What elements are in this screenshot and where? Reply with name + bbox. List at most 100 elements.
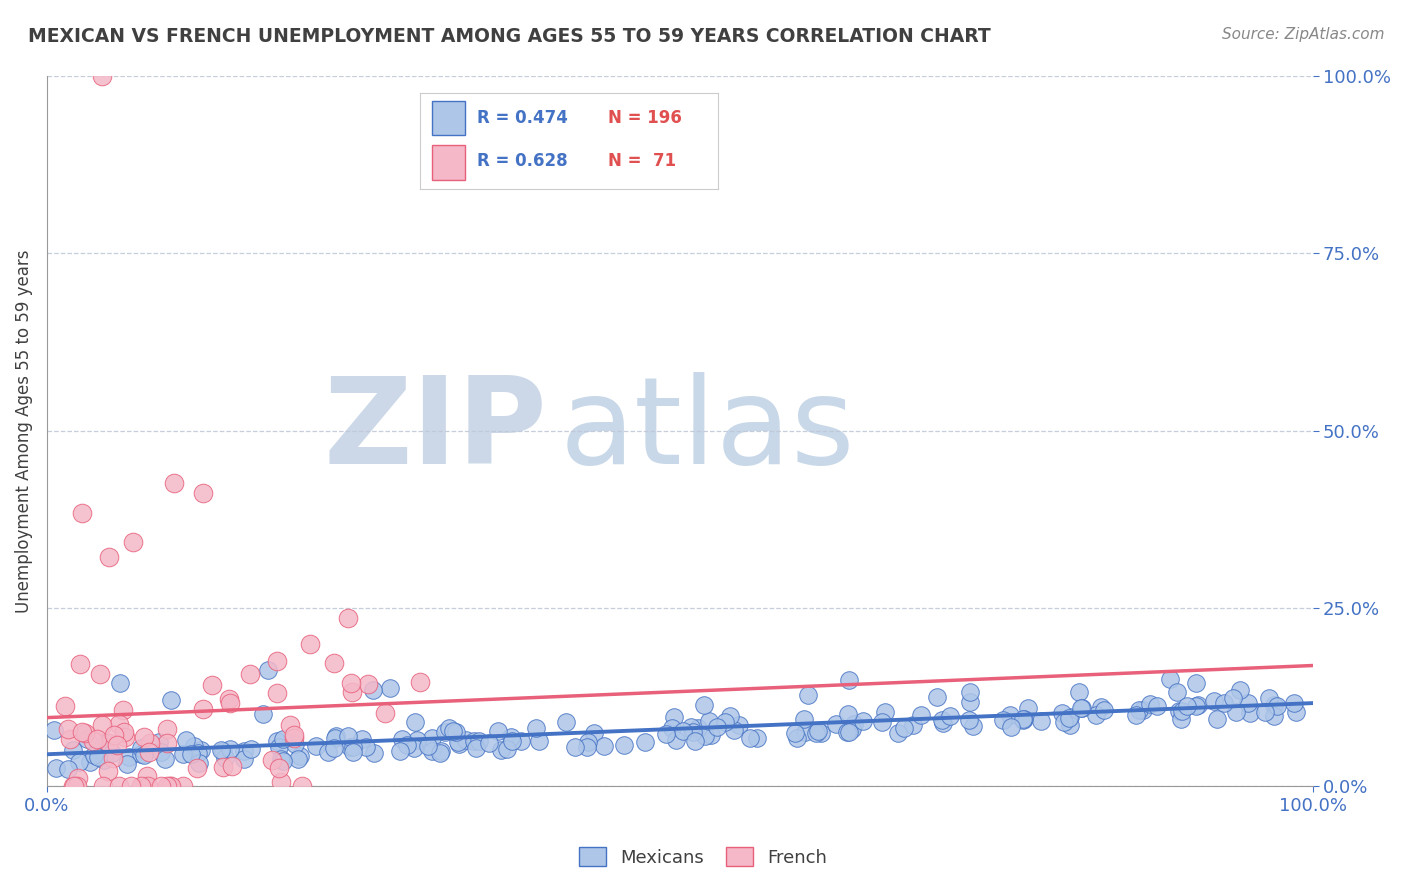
Point bbox=[1202, 694, 1225, 708]
Point bbox=[112, 725, 135, 739]
Point bbox=[149, 779, 172, 793]
Point bbox=[209, 743, 232, 757]
Point bbox=[252, 706, 274, 721]
Point bbox=[893, 721, 915, 735]
Point bbox=[304, 739, 326, 753]
Point bbox=[465, 741, 488, 756]
Point bbox=[420, 731, 443, 745]
Point bbox=[110, 676, 132, 690]
Point bbox=[103, 728, 125, 742]
Point bbox=[998, 707, 1021, 722]
Point bbox=[191, 702, 214, 716]
Point bbox=[1053, 714, 1076, 729]
Point bbox=[1265, 699, 1288, 714]
Point bbox=[706, 720, 728, 734]
Point bbox=[692, 698, 714, 712]
Point bbox=[405, 732, 427, 747]
Point bbox=[93, 753, 115, 767]
Point bbox=[70, 724, 93, 739]
Point bbox=[695, 729, 717, 743]
Point bbox=[1175, 699, 1198, 714]
Point bbox=[1059, 718, 1081, 732]
Point bbox=[62, 779, 84, 793]
Point bbox=[172, 747, 194, 762]
Point bbox=[187, 747, 209, 761]
Point bbox=[283, 728, 305, 742]
Point bbox=[86, 732, 108, 747]
Point bbox=[1084, 707, 1107, 722]
Point bbox=[159, 693, 181, 707]
Point bbox=[336, 729, 359, 743]
Point bbox=[288, 748, 311, 763]
Point bbox=[56, 722, 79, 736]
Point bbox=[738, 731, 761, 745]
Point bbox=[156, 722, 179, 736]
Point bbox=[59, 731, 82, 746]
Point bbox=[111, 703, 134, 717]
Point bbox=[959, 695, 981, 709]
Point bbox=[786, 731, 808, 745]
Point bbox=[221, 759, 243, 773]
Point bbox=[925, 690, 948, 705]
Point bbox=[163, 475, 186, 490]
Point bbox=[1170, 712, 1192, 726]
Point bbox=[870, 715, 893, 730]
Point bbox=[824, 717, 846, 731]
Point bbox=[1285, 705, 1308, 719]
Point bbox=[1012, 713, 1035, 727]
Point bbox=[447, 735, 470, 749]
Point bbox=[1263, 708, 1285, 723]
Point bbox=[91, 69, 114, 83]
Point bbox=[454, 733, 477, 747]
Point bbox=[122, 534, 145, 549]
Point bbox=[499, 730, 522, 744]
Point bbox=[1139, 697, 1161, 711]
Point bbox=[135, 769, 157, 783]
Point bbox=[156, 779, 179, 793]
Point bbox=[67, 772, 90, 786]
Point bbox=[564, 739, 586, 754]
Point bbox=[299, 637, 322, 651]
Point bbox=[233, 744, 256, 758]
Point bbox=[402, 740, 425, 755]
Point bbox=[1071, 701, 1094, 715]
Point bbox=[1171, 704, 1194, 718]
Point bbox=[463, 734, 485, 748]
Point bbox=[1229, 683, 1251, 698]
Point bbox=[793, 712, 815, 726]
Point bbox=[174, 733, 197, 747]
Point bbox=[700, 728, 723, 742]
Point bbox=[388, 744, 411, 758]
Point bbox=[271, 732, 294, 747]
Point bbox=[53, 699, 76, 714]
Point bbox=[148, 735, 170, 749]
Point bbox=[190, 743, 212, 757]
Point bbox=[1185, 698, 1208, 713]
Point bbox=[186, 761, 208, 775]
Point bbox=[284, 737, 307, 751]
Point bbox=[134, 747, 156, 762]
Point bbox=[593, 739, 616, 753]
Point bbox=[271, 754, 294, 768]
Point bbox=[340, 676, 363, 690]
Point bbox=[62, 742, 84, 756]
Point bbox=[396, 739, 419, 753]
Point bbox=[1128, 703, 1150, 717]
Point bbox=[266, 686, 288, 700]
Point bbox=[672, 724, 695, 739]
Point bbox=[576, 734, 599, 748]
Point bbox=[1067, 685, 1090, 699]
Point bbox=[1050, 706, 1073, 720]
Point bbox=[1258, 691, 1281, 706]
Point bbox=[1029, 714, 1052, 729]
Point bbox=[316, 746, 339, 760]
Point bbox=[66, 779, 89, 793]
Point bbox=[352, 732, 374, 747]
Point bbox=[342, 685, 364, 699]
Point bbox=[134, 779, 156, 793]
Point bbox=[409, 674, 432, 689]
Point bbox=[201, 678, 224, 692]
Point bbox=[391, 731, 413, 746]
Point bbox=[962, 719, 984, 733]
Point bbox=[875, 705, 897, 719]
